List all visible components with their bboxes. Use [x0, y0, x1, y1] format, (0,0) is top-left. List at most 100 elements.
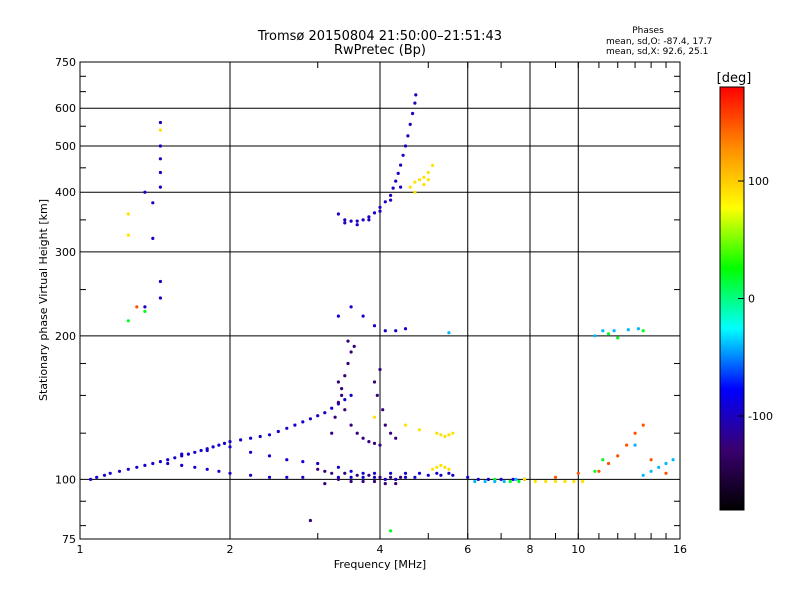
data-point: [180, 452, 184, 456]
data-point: [340, 387, 344, 391]
data-point: [349, 219, 353, 223]
y-tick-label: 500: [55, 140, 76, 153]
data-point: [158, 120, 162, 125]
data-point: [417, 178, 422, 182]
data-point: [406, 134, 410, 138]
data-point: [346, 339, 350, 343]
data-point: [301, 420, 305, 424]
data-point: [403, 423, 408, 427]
data-point: [135, 305, 139, 309]
data-point: [135, 465, 139, 469]
axis-ticks: 1 2 4 6 8 10 16 75 100 200 300 400 500 600 750: [55, 56, 687, 556]
data-point: [151, 201, 155, 205]
data-point: [413, 101, 417, 105]
data-point: [143, 309, 147, 313]
data-point: [514, 477, 518, 481]
data-point: [511, 477, 515, 481]
data-point: [349, 305, 353, 309]
data-point: [267, 433, 272, 437]
data-point: [439, 433, 443, 437]
data-point: [217, 469, 221, 473]
data-point: [593, 334, 597, 338]
stats-line-o: mean, sd,O: -87.4, 17.7: [606, 37, 712, 47]
data-point: [389, 198, 393, 202]
data-point: [151, 236, 155, 240]
data-point: [616, 454, 620, 458]
data-point: [581, 479, 585, 484]
data-point: [276, 429, 280, 434]
data-point: [378, 209, 382, 213]
data-point: [355, 473, 359, 477]
y-axis-label: Stationary phase Virtual Height [km]: [37, 199, 50, 401]
data-point: [378, 443, 382, 447]
data-point: [323, 482, 327, 486]
data-point: [151, 461, 155, 466]
data-point: [633, 443, 637, 447]
data-point: [143, 190, 147, 194]
data-point: [451, 431, 455, 435]
data-point: [361, 218, 365, 222]
data-point: [158, 296, 162, 300]
data-point: [435, 471, 439, 475]
data-point: [641, 423, 645, 427]
data-point: [367, 215, 371, 219]
data-point: [383, 423, 387, 427]
data-point: [323, 411, 327, 415]
data-point: [641, 473, 645, 477]
data-point: [431, 467, 435, 471]
colorbar-tick-label: 0: [748, 293, 755, 306]
data-point: [383, 482, 387, 486]
x-tick-label: 16: [673, 543, 687, 556]
data-point: [158, 279, 162, 284]
data-point: [126, 233, 130, 237]
data-point: [612, 329, 616, 333]
data-point: [285, 475, 289, 479]
x-tick-label: 2: [227, 543, 234, 556]
data-point: [143, 305, 147, 309]
y-tick-label: 600: [55, 102, 76, 115]
data-point: [343, 398, 347, 402]
data-point: [641, 329, 645, 333]
data-point: [576, 471, 580, 475]
data-point: [95, 475, 99, 479]
data-point: [403, 327, 408, 331]
data-point: [336, 380, 340, 384]
data-point: [336, 477, 340, 481]
data-point: [361, 314, 365, 318]
data-point: [372, 415, 377, 419]
data-point: [158, 128, 162, 132]
stats-line-x: mean, sd,X: 92.6, 25.1: [606, 47, 708, 57]
data-point: [143, 463, 147, 467]
data-point: [408, 122, 412, 126]
data-point: [217, 443, 221, 447]
data-point: [346, 361, 350, 366]
data-point: [396, 171, 400, 175]
data-point: [403, 144, 408, 148]
data-point: [413, 180, 417, 184]
data-point: [383, 477, 387, 481]
x-tick-label: 4: [377, 543, 384, 556]
data-point: [372, 441, 377, 445]
data-point: [336, 314, 340, 318]
data-point: [336, 465, 340, 469]
data-point: [301, 475, 305, 479]
data-point: [333, 415, 337, 419]
data-point: [447, 331, 451, 335]
data-point: [443, 465, 447, 469]
data-point: [267, 454, 272, 458]
data-point: [166, 458, 170, 462]
data-point: [378, 367, 382, 372]
data-point: [389, 475, 393, 479]
data-point: [517, 479, 521, 484]
data-point: [205, 467, 209, 471]
data-point: [563, 479, 567, 484]
data-point: [316, 414, 320, 418]
data-point: [394, 477, 398, 481]
data-point: [173, 456, 177, 460]
data-point: [349, 469, 353, 473]
data-point: [158, 460, 162, 464]
data-point: [361, 479, 365, 484]
data-point: [186, 452, 190, 456]
y-tick-label: 75: [62, 533, 76, 546]
data-point: [422, 175, 426, 179]
